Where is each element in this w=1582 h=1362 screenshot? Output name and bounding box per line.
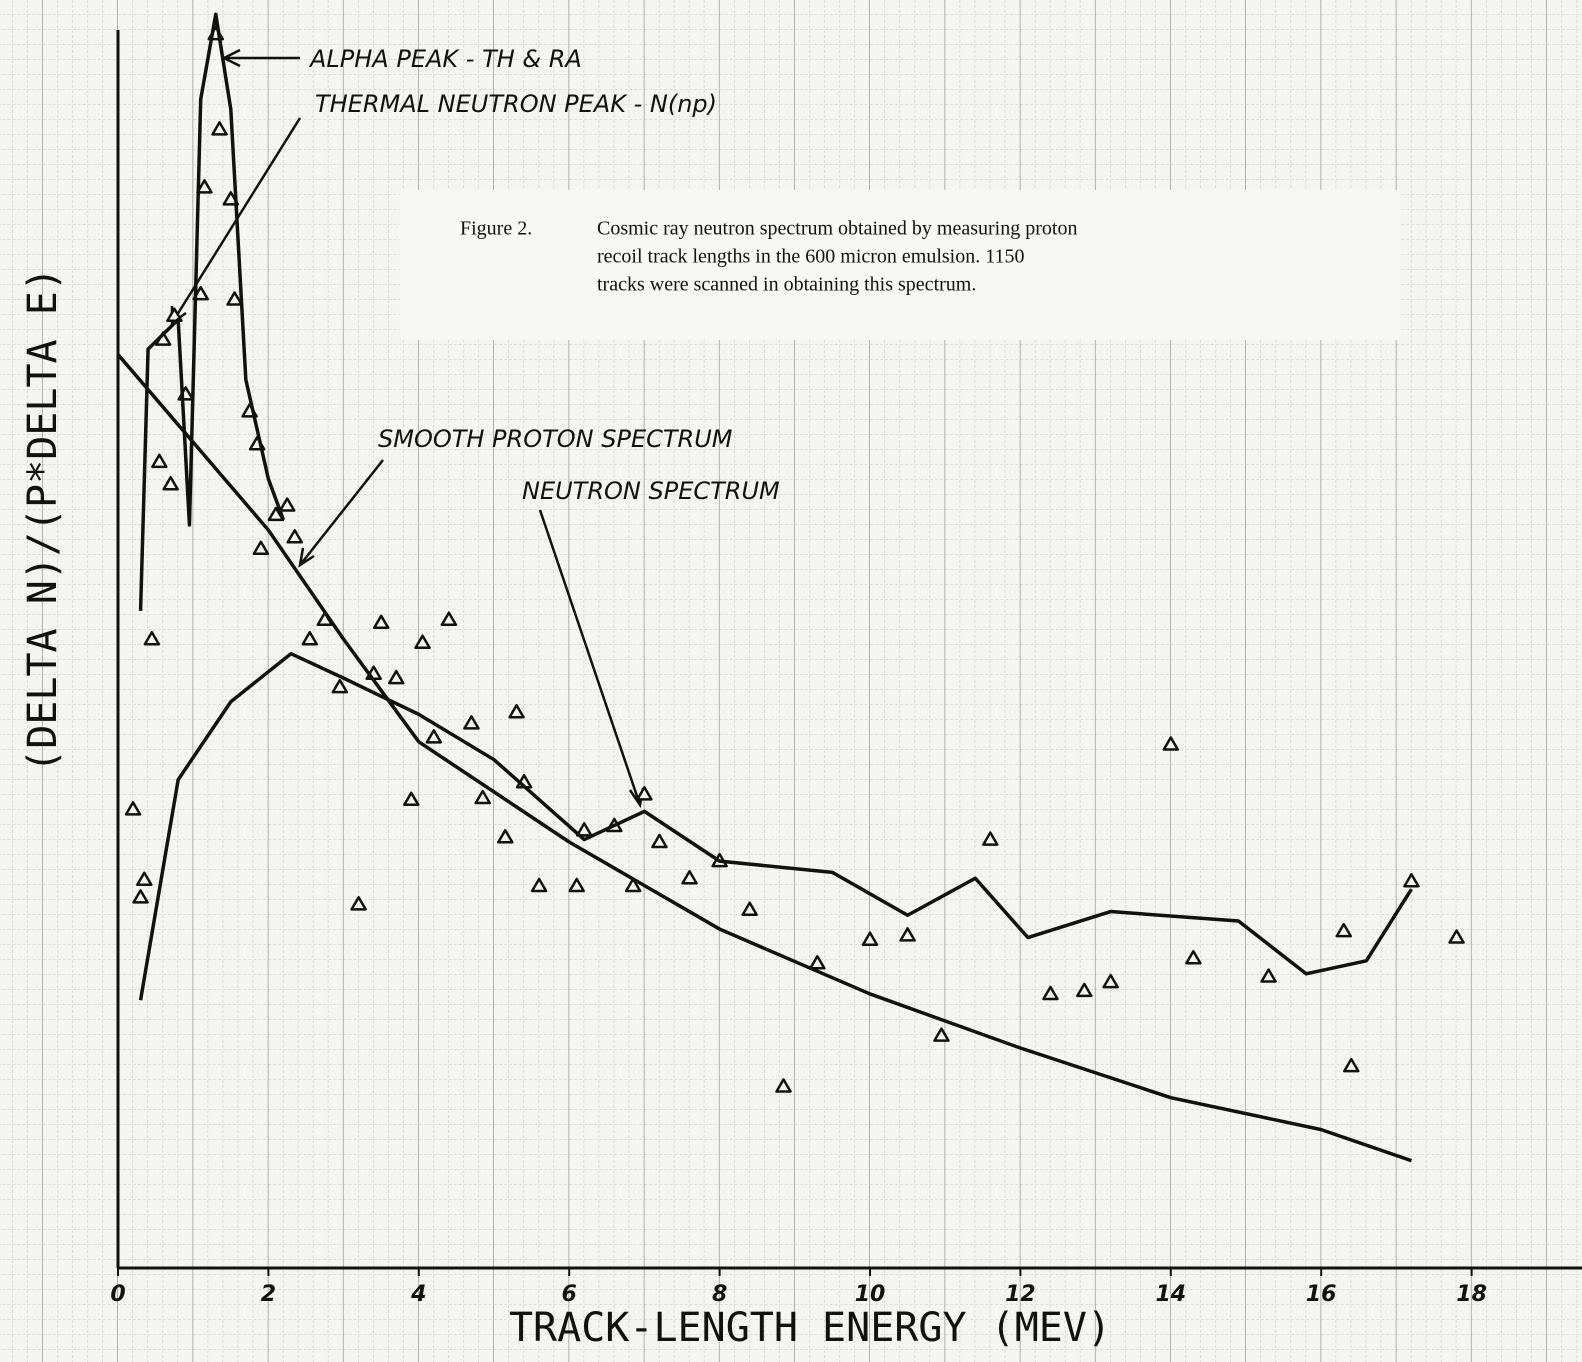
x-tick-label: 18 <box>1456 1282 1487 1307</box>
y-axis-label: (DELTA N)/(P*DELTA E) <box>20 267 66 773</box>
curve <box>138 12 286 611</box>
data-point <box>162 475 179 491</box>
data-point <box>775 1078 792 1093</box>
data-point <box>278 497 296 512</box>
data-point <box>1076 982 1093 998</box>
data-point <box>1185 950 1202 965</box>
data-point <box>1403 873 1420 888</box>
data-point <box>681 870 698 885</box>
data-point <box>425 729 443 744</box>
annotation: NEUTRON SPECTRUM <box>522 477 780 505</box>
x-tick-label: 0 <box>110 1282 125 1307</box>
data-point <box>1343 1057 1360 1073</box>
data-point <box>414 634 431 649</box>
caption-background <box>400 190 1400 340</box>
caption-label: Figure 2. <box>460 218 532 240</box>
data-point <box>440 611 458 626</box>
caption-line: Cosmic ray neutron spectrum obtained by … <box>597 218 1077 240</box>
data-point <box>350 896 367 911</box>
data-point <box>624 877 642 893</box>
data-point <box>132 889 149 904</box>
data-point <box>530 877 548 893</box>
x-tick-label: 14 <box>1155 1282 1186 1307</box>
data-point <box>286 529 303 544</box>
x-axis-label: TRACK-LENGTH ENERGY (MEV) <box>509 1305 1111 1351</box>
data-point <box>474 789 491 805</box>
data-point <box>331 678 349 694</box>
data-point <box>651 833 668 849</box>
data-point <box>301 630 319 646</box>
data-point <box>166 307 183 322</box>
x-tick-label: 10 <box>855 1282 886 1307</box>
x-tick-label: 16 <box>1306 1282 1337 1307</box>
data-point <box>1042 985 1059 1001</box>
data-point <box>1448 929 1465 944</box>
data-point <box>151 453 168 469</box>
curve <box>138 651 1413 1001</box>
data-point <box>372 614 390 630</box>
data-point <box>568 877 585 893</box>
data-point <box>226 291 243 306</box>
data-point <box>143 630 161 646</box>
data-point <box>933 1027 950 1042</box>
data-point <box>211 121 228 136</box>
data-point <box>497 828 514 844</box>
data-point <box>575 822 593 837</box>
x-tick-label: 2 <box>261 1282 276 1307</box>
data-point <box>1162 736 1180 751</box>
x-tick-label: 12 <box>1005 1282 1036 1307</box>
data-point <box>809 955 826 970</box>
data-point <box>861 931 879 946</box>
data-point <box>403 791 420 807</box>
annotation: SMOOTH PROTON SPECTRUM <box>378 425 733 453</box>
x-tick-label: 4 <box>410 1282 426 1307</box>
caption-line: recoil track lengths in the 600 micron e… <box>597 246 1025 268</box>
data-point <box>252 540 270 556</box>
annotation: ALPHA PEAK - TH & RA <box>308 45 582 73</box>
data-point <box>899 927 916 942</box>
data-point <box>1102 973 1119 989</box>
curve <box>116 353 1413 1163</box>
data-point <box>136 871 153 887</box>
x-tick-label: 6 <box>562 1282 577 1307</box>
data-point <box>463 715 480 730</box>
data-point <box>508 703 525 719</box>
data-point <box>1335 922 1353 938</box>
x-tick-label: 8 <box>712 1282 727 1307</box>
data-point <box>741 901 758 916</box>
data-point <box>124 801 142 816</box>
data-point <box>196 179 213 194</box>
data-point <box>636 786 653 801</box>
data-point <box>982 831 999 846</box>
caption-line: tracks were scanned in obtaining this sp… <box>597 274 976 296</box>
data-point <box>1260 968 1277 983</box>
data-point <box>387 669 405 685</box>
annotation: THERMAL NEUTRON PEAK - N(np) <box>315 90 717 118</box>
